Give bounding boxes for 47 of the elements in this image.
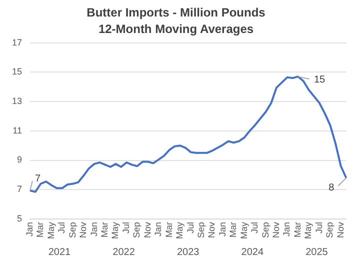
data-label: 8 [328,182,335,194]
x-tick-label: Jan [153,222,164,237]
x-tick-label: Jan [88,222,99,237]
x-tick-label: Jul [250,222,260,234]
x-tick-label: Nov [271,222,282,238]
x-tick-label: May [174,222,185,240]
x-tick-label: May [46,222,56,240]
x-tick-label: Jul [120,222,131,234]
text: 2021 [48,246,72,258]
x-tick-label: Jul [314,222,324,234]
x-tick-label: Sep [260,222,270,238]
y-tick-label: 17 [12,37,22,48]
x-tick-label: Mar [100,222,110,238]
x-tick-label: Mar [228,222,238,238]
data-label: 7 [35,173,42,184]
x-tick-label: Jan [24,222,34,237]
x-tick-label: Jan [282,222,292,237]
x-tick-label: Sep [324,222,335,238]
x-tick-label: Nov [142,222,152,238]
x-tick-label: May [110,222,120,240]
text: 2025 [306,246,328,258]
chart-subtitle: 12-Month Moving Averages [98,22,254,36]
data-label: 15 [314,74,326,86]
x-tick-label: Jul [56,222,67,234]
text: 2022 [112,246,136,258]
x-tick-label: Nov [206,222,217,238]
x-tick-label: May [303,222,314,240]
x-tick-label: Nov [78,222,88,238]
x-tick-label: Mar [164,222,174,238]
x-tick-label: Mar [292,222,302,238]
y-tick-label: 15 [12,66,22,77]
x-tick-label: Jan [217,222,228,237]
x-tick-label: May [238,222,249,240]
x-tick-label: Jul [185,222,196,234]
y-tick-label: 13 [12,96,22,106]
y-tick-label: 11 [12,125,22,136]
x-tick-label: Nov [335,222,346,238]
text: 2023 [176,246,200,258]
x-tick-label: Mar [35,222,46,238]
y-tick-label: 5 [16,213,22,224]
text: 2024 [241,246,264,258]
y-tick-label: 7 [16,184,22,194]
chart-title: Butter Imports - Million Pounds [86,6,266,20]
x-tick-label: Sep [196,222,206,238]
x-tick-label: Sep [67,222,78,238]
y-tick-label: 9 [16,154,22,165]
x-tick-label: Sep [132,222,142,238]
